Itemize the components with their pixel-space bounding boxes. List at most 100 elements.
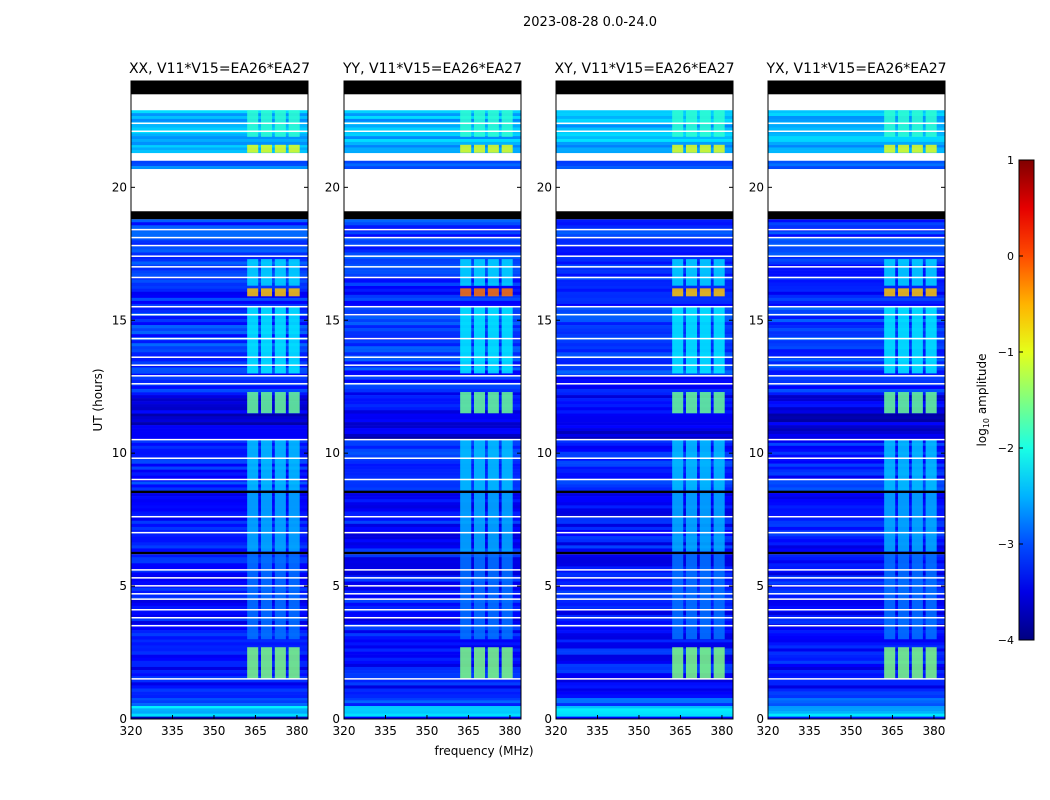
gap-line <box>556 438 733 441</box>
heatmap-cell <box>768 654 945 659</box>
heatmap-cell <box>344 639 521 643</box>
heatmap-cell <box>131 234 308 238</box>
rfi-cell <box>260 439 273 491</box>
rfi-cell <box>685 288 698 297</box>
heatmap-cell <box>344 322 521 326</box>
heatmap-cell <box>131 569 308 573</box>
heatmap-cell <box>768 246 945 250</box>
y-tick-label: 20 <box>749 180 764 194</box>
heatmap-cell <box>131 124 308 128</box>
gap-line <box>131 122 308 125</box>
y-tick-label: 10 <box>749 446 764 460</box>
gap-line <box>131 438 308 441</box>
heatmap-cell <box>556 499 733 503</box>
rfi-cell <box>460 259 472 286</box>
heatmap-cell <box>344 593 521 598</box>
rfi-cell <box>247 647 259 680</box>
colorbar-tick-label: −4 <box>998 634 1014 647</box>
heatmap-cell <box>131 439 308 444</box>
heatmap-cell <box>344 279 521 283</box>
heatmap-cell <box>556 118 733 123</box>
heatmap-cell <box>556 428 733 432</box>
heatmap-cell <box>556 431 733 435</box>
y-tick-label: 10 <box>112 446 127 460</box>
heatmap-cell <box>131 358 308 362</box>
gap-line <box>344 616 521 619</box>
rfi-cell <box>460 439 472 491</box>
heatmap-cell <box>131 605 308 610</box>
rfi-cell <box>473 288 486 297</box>
heatmap-cell <box>131 599 308 604</box>
heatmap-cell <box>131 270 308 274</box>
heatmap-cell <box>131 160 308 164</box>
rfi-cell <box>247 392 259 414</box>
gap-line <box>556 313 733 316</box>
heatmap-cell <box>131 448 308 453</box>
heatmap-cell <box>131 303 308 308</box>
heatmap-cell <box>344 545 521 549</box>
gap-line <box>768 593 945 595</box>
heatmap-cell <box>131 716 308 720</box>
heatmap-cell <box>556 694 733 699</box>
heatmap-cell <box>768 352 945 356</box>
gap-line <box>556 457 733 459</box>
heatmap-cell <box>131 413 308 417</box>
heatmap-cell <box>556 703 733 707</box>
heatmap-cell <box>131 428 308 432</box>
heatmap-cell <box>131 395 308 399</box>
heatmap-cell <box>556 676 733 680</box>
heatmap-cell <box>556 349 733 353</box>
rfi-cell <box>897 144 910 153</box>
heatmap-cell <box>768 219 945 223</box>
rfi-cell <box>288 144 300 153</box>
heatmap-cell <box>768 416 945 420</box>
heatmap-cell <box>131 663 308 668</box>
heatmap-cell <box>556 261 733 265</box>
heatmap-cell <box>768 300 945 305</box>
heatmap-cell <box>768 499 945 503</box>
flagged-segment <box>556 551 733 555</box>
heatmap-cell <box>131 639 308 643</box>
heatmap-cell <box>131 536 308 540</box>
heatmap-cell <box>131 499 308 503</box>
heatmap-cell <box>768 124 945 128</box>
heatmap-cell <box>768 636 945 640</box>
heatmap-cell <box>768 297 945 302</box>
heatmap-cell <box>344 419 521 423</box>
heatmap-cell <box>131 237 308 241</box>
gap-line <box>131 531 308 534</box>
heatmap-cell <box>768 237 945 241</box>
heatmap-cell <box>344 291 521 296</box>
gap-line <box>768 577 945 579</box>
heatmap-cell <box>344 611 521 616</box>
heatmap-cell <box>556 252 733 256</box>
heatmap-cell <box>556 392 733 396</box>
y-tick-label: 0 <box>332 712 340 726</box>
heatmap-cell <box>556 358 733 362</box>
heatmap-cell <box>344 642 521 646</box>
heatmap-cell <box>556 599 733 604</box>
heatmap-cell <box>131 660 308 665</box>
rfi-cell <box>501 392 513 414</box>
panel-frame <box>130 80 309 720</box>
heatmap-cell <box>556 340 733 344</box>
heatmap-cell <box>131 370 308 374</box>
heatmap-cell <box>131 222 308 226</box>
heatmap-cell <box>768 630 945 634</box>
heatmap-cell <box>344 694 521 699</box>
heatmap-cell <box>768 288 945 293</box>
heatmap-cell <box>131 110 308 114</box>
heatmap-cell <box>344 457 521 461</box>
heatmap-cell <box>556 673 733 677</box>
rfi-cell <box>925 439 937 491</box>
rfi-cell <box>288 392 300 414</box>
heatmap-cell <box>556 234 733 238</box>
heatmap-cell <box>556 545 733 549</box>
heatmap-cell <box>768 548 945 552</box>
heatmap-cell <box>556 487 733 491</box>
y-tick-label: 15 <box>537 313 552 327</box>
heatmap-cell <box>344 451 521 456</box>
rfi-cell <box>685 392 698 414</box>
gap-line <box>768 313 945 316</box>
heatmap-cell <box>131 602 308 607</box>
